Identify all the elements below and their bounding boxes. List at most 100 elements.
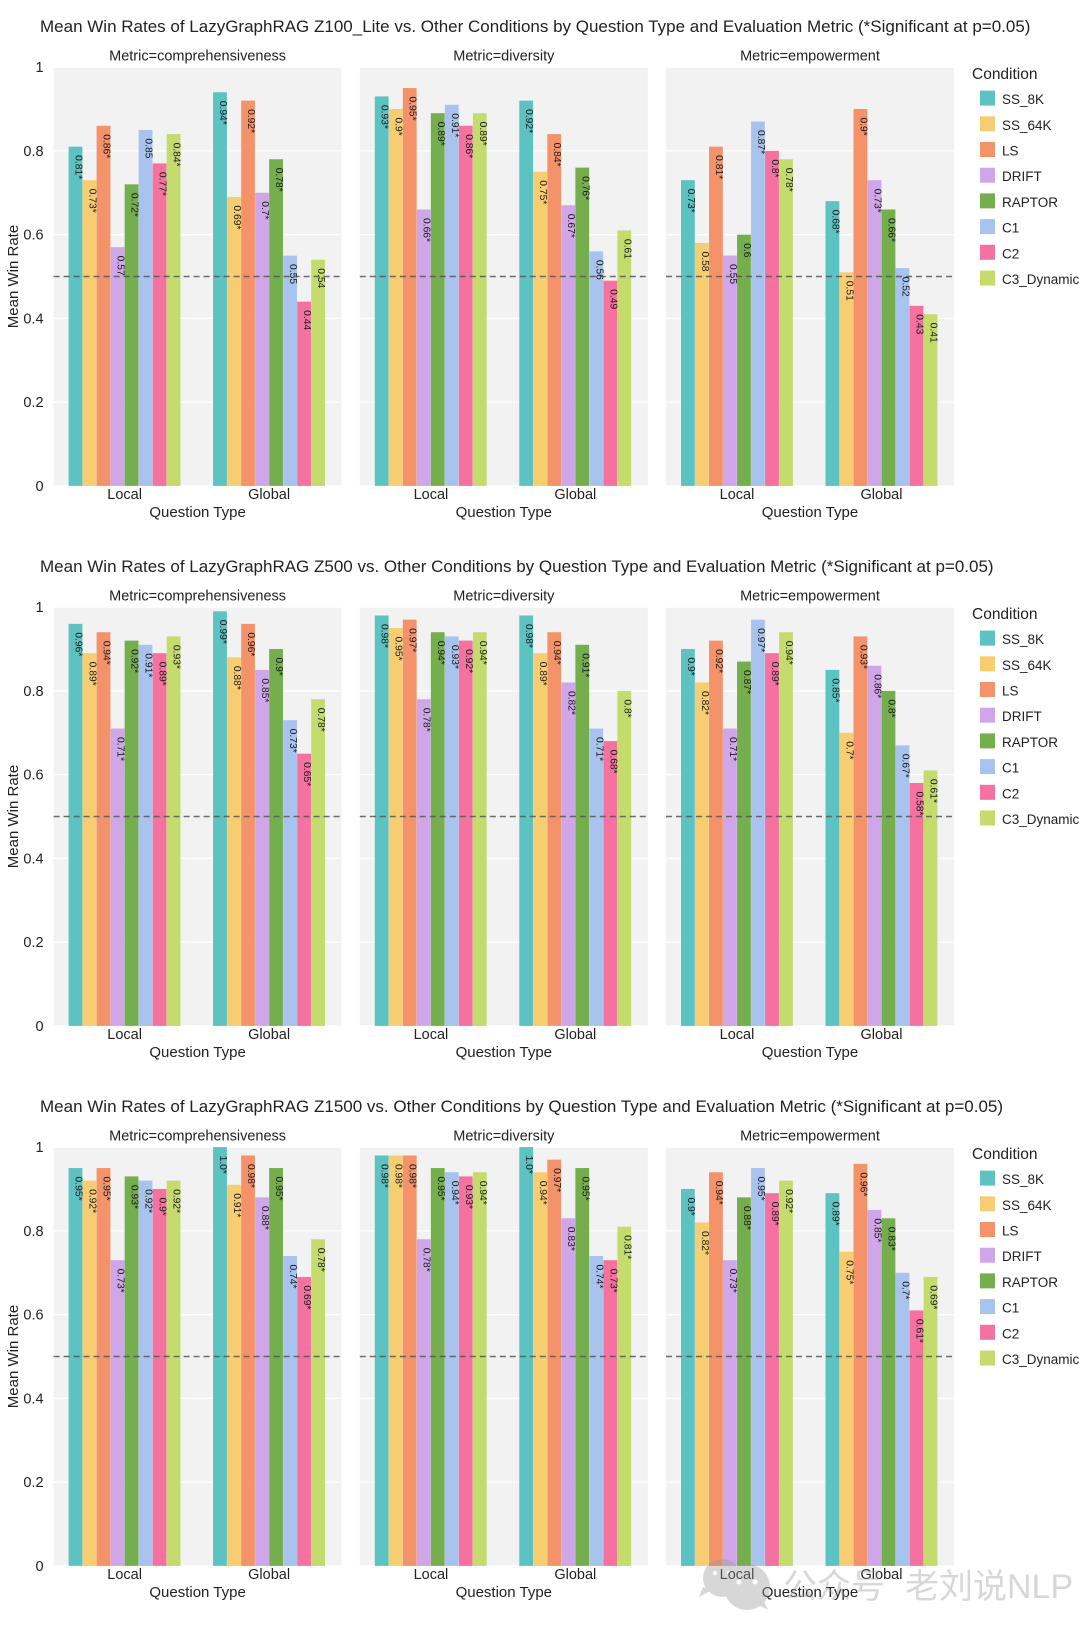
svg-text:SS_8K: SS_8K xyxy=(1002,632,1044,647)
svg-text:0.95*: 0.95* xyxy=(73,1177,84,1201)
svg-text:0.68*: 0.68* xyxy=(829,210,840,234)
svg-text:0.75*: 0.75* xyxy=(843,1260,854,1284)
svg-text:SS_64K: SS_64K xyxy=(1002,118,1052,133)
svg-text:C1: C1 xyxy=(1002,761,1019,776)
svg-text:1: 1 xyxy=(36,60,44,76)
svg-text:Global: Global xyxy=(554,487,596,503)
svg-text:0.85*: 0.85* xyxy=(829,678,840,702)
svg-text:Metric=empowerment: Metric=empowerment xyxy=(740,1129,880,1145)
svg-text:0.81*: 0.81* xyxy=(621,1235,632,1259)
svg-text:0.9*: 0.9* xyxy=(685,1197,696,1215)
svg-text:0.69*: 0.69* xyxy=(231,205,242,229)
svg-text:0.91*: 0.91* xyxy=(449,113,460,137)
svg-text:Global: Global xyxy=(861,487,903,503)
svg-text:0.89*: 0.89* xyxy=(477,122,488,146)
svg-text:0.98*: 0.98* xyxy=(245,1164,256,1188)
svg-text:0.89*: 0.89* xyxy=(829,1202,840,1226)
svg-text:0.86*: 0.86* xyxy=(101,134,112,158)
svg-text:0.96*: 0.96* xyxy=(245,632,256,656)
svg-text:0.74*: 0.74* xyxy=(287,1264,298,1288)
svg-text:0.78*: 0.78* xyxy=(783,168,794,192)
svg-text:Question Type: Question Type xyxy=(149,1044,245,1061)
svg-text:0.97*: 0.97* xyxy=(551,1168,562,1192)
svg-text:0.93*: 0.93* xyxy=(857,645,868,669)
svg-text:C2: C2 xyxy=(1002,246,1019,261)
svg-text:0.92*: 0.92* xyxy=(129,649,140,673)
svg-text:0.98*: 0.98* xyxy=(379,624,390,648)
svg-text:0.94*: 0.94* xyxy=(713,1181,724,1205)
svg-text:0.92*: 0.92* xyxy=(171,1189,182,1213)
svg-text:0.8*: 0.8* xyxy=(769,159,780,177)
svg-text:Local: Local xyxy=(107,1027,142,1043)
svg-text:0.61: 0.61 xyxy=(621,239,632,259)
svg-text:0.94*: 0.94* xyxy=(449,1181,460,1205)
svg-text:Mean Win Rate: Mean Win Rate xyxy=(5,225,22,328)
svg-text:0.49: 0.49 xyxy=(607,289,618,309)
svg-text:0.9*: 0.9* xyxy=(273,657,284,675)
svg-text:0.93*: 0.93* xyxy=(129,1185,140,1209)
svg-text:0.8: 0.8 xyxy=(23,144,43,160)
svg-text:0.6: 0.6 xyxy=(23,1308,43,1324)
svg-text:0.61*: 0.61* xyxy=(913,1319,924,1343)
svg-text:Global: Global xyxy=(861,1027,903,1043)
svg-text:0.89*: 0.89* xyxy=(157,662,168,686)
svg-text:0.98*: 0.98* xyxy=(407,1164,418,1188)
svg-text:0.7*: 0.7* xyxy=(843,741,854,759)
svg-text:0.55: 0.55 xyxy=(287,264,298,284)
svg-text:0.71*: 0.71* xyxy=(593,737,604,761)
svg-text:Metric=comprehensiveness: Metric=comprehensiveness xyxy=(109,589,286,605)
svg-text:0.67*: 0.67* xyxy=(565,214,576,238)
svg-text:0.4: 0.4 xyxy=(23,311,43,327)
svg-text:0.73*: 0.73* xyxy=(115,1269,126,1293)
svg-text:0.97*: 0.97* xyxy=(755,628,766,652)
svg-text:DRIFT: DRIFT xyxy=(1002,709,1042,724)
svg-text:0.8: 0.8 xyxy=(23,684,43,700)
svg-text:0.78*: 0.78* xyxy=(315,1248,326,1272)
svg-text:0.96*: 0.96* xyxy=(857,1172,868,1196)
svg-text:0.82*: 0.82* xyxy=(565,691,576,715)
svg-text:Metric=comprehensiveness: Metric=comprehensiveness xyxy=(109,49,286,65)
svg-text:Local: Local xyxy=(414,1027,449,1043)
svg-text:0.89*: 0.89* xyxy=(435,122,446,146)
svg-text:0.94*: 0.94* xyxy=(537,1181,548,1205)
svg-text:1: 1 xyxy=(36,600,44,616)
svg-text:Local: Local xyxy=(720,487,755,503)
svg-text:0.95*: 0.95* xyxy=(273,1177,284,1201)
svg-text:Global: Global xyxy=(248,487,290,503)
svg-text:LS: LS xyxy=(1002,144,1019,159)
svg-text:0.44: 0.44 xyxy=(301,310,312,330)
svg-text:0.69*: 0.69* xyxy=(301,1285,312,1309)
svg-text:0.71*: 0.71* xyxy=(727,737,738,761)
svg-text:0.57: 0.57 xyxy=(115,256,126,276)
svg-text:C2: C2 xyxy=(1002,1326,1019,1341)
svg-text:0.95*: 0.95* xyxy=(579,1177,590,1201)
svg-text:Local: Local xyxy=(720,1027,755,1043)
svg-text:1.0*: 1.0* xyxy=(217,1156,228,1174)
svg-text:0.9*: 0.9* xyxy=(857,117,868,135)
svg-text:0.93*: 0.93* xyxy=(449,645,460,669)
svg-text:0.6: 0.6 xyxy=(23,228,43,244)
svg-text:0.85*: 0.85* xyxy=(871,1218,882,1242)
svg-text:0.4: 0.4 xyxy=(23,851,43,867)
svg-text:0.95*: 0.95* xyxy=(101,1177,112,1201)
svg-text:0.85: 0.85 xyxy=(143,138,154,158)
svg-text:C3_Dynamic: C3_Dynamic xyxy=(1002,1352,1080,1367)
svg-text:DRIFT: DRIFT xyxy=(1002,1249,1042,1264)
svg-text:0.41: 0.41 xyxy=(927,323,938,343)
svg-text:0.76*: 0.76* xyxy=(579,176,590,200)
svg-text:Question Type: Question Type xyxy=(762,504,858,521)
svg-text:0.98*: 0.98* xyxy=(523,624,534,648)
svg-text:0.89*: 0.89* xyxy=(537,662,548,686)
svg-text:0.87*: 0.87* xyxy=(741,670,752,694)
svg-text:0.2: 0.2 xyxy=(23,935,43,951)
svg-text:0.84*: 0.84* xyxy=(551,143,562,167)
svg-text:0.67*: 0.67* xyxy=(899,754,910,778)
svg-text:0.69*: 0.69* xyxy=(927,1285,938,1309)
svg-text:0.7*: 0.7* xyxy=(899,1281,910,1299)
svg-text:0.93*: 0.93* xyxy=(171,645,182,669)
svg-text:0.77*: 0.77* xyxy=(157,172,168,196)
svg-text:0.96*: 0.96* xyxy=(73,632,84,656)
svg-text:0.72*: 0.72* xyxy=(129,193,140,217)
svg-text:0.8: 0.8 xyxy=(23,1224,43,1240)
svg-text:0.93*: 0.93* xyxy=(463,1185,474,1209)
